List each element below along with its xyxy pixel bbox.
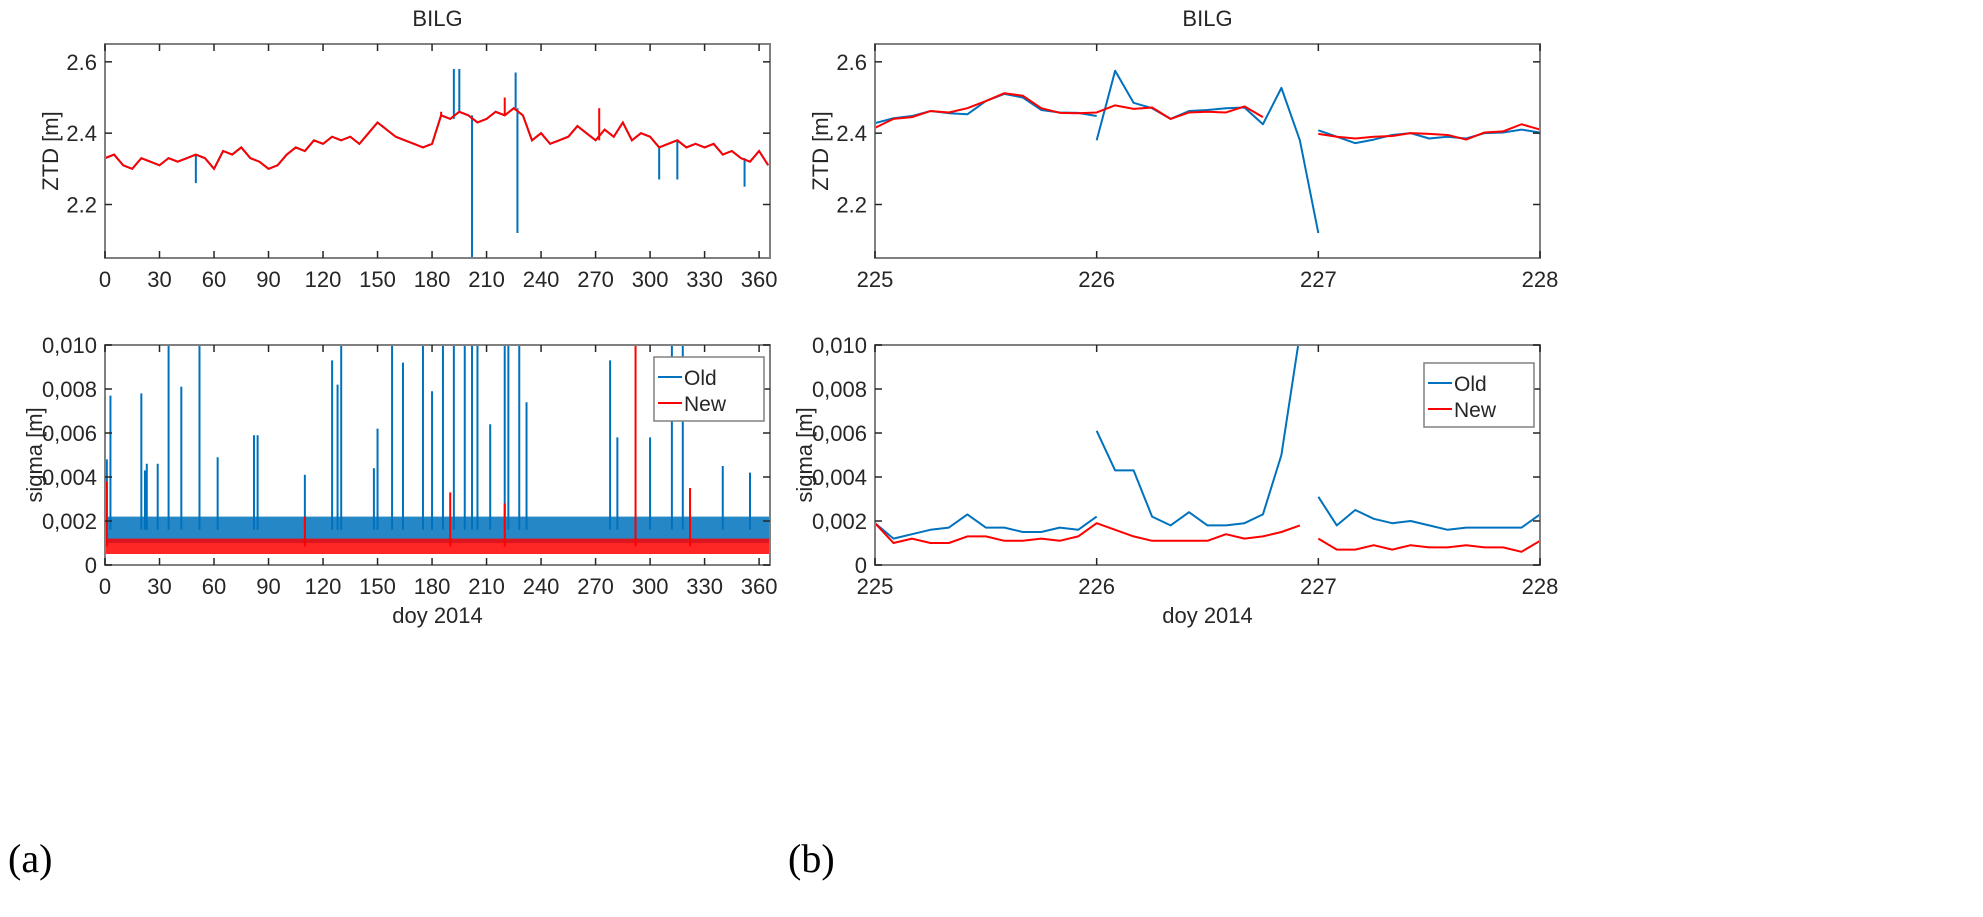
x-tick-label: 30 (147, 267, 171, 292)
x-tick-label: 0 (99, 267, 111, 292)
y-tick-label: 0,008 (42, 377, 97, 402)
chart-title: BILG (1182, 6, 1232, 31)
y-tick-label: 0,008 (812, 377, 867, 402)
x-tick-label: 240 (523, 267, 560, 292)
chart-b-top: 225 226 227 228 2.2 2.4 2.6 BILG ZTD [m] (808, 6, 1558, 292)
y-tick-label: 2.6 (836, 50, 867, 75)
x-tick-label: 210 (468, 267, 505, 292)
legend: Old New (1423, 362, 1535, 428)
series-new-line (875, 92, 1264, 129)
series-new-line (1318, 123, 1540, 141)
y-tick-label: 0,010 (812, 333, 867, 358)
x-tick-label: 180 (414, 574, 451, 599)
chart-title: BILG (412, 6, 462, 31)
x-tick-label: 270 (577, 574, 614, 599)
plot-area (875, 69, 1540, 234)
legend-label-new: New (1454, 399, 1497, 422)
y-tick-label: 2.4 (66, 121, 97, 146)
plot-area (105, 345, 770, 554)
x-tick-label: 360 (741, 574, 778, 599)
x-axis-label: doy 2014 (392, 603, 483, 628)
x-tick-label: 300 (632, 267, 669, 292)
y-axis-label: sigma [m] (22, 407, 47, 502)
legend-label-old: Old (1454, 373, 1487, 396)
panel-label-b: (b) (788, 836, 835, 881)
axes-box (874, 344, 1541, 566)
x-tick-label: 150 (359, 574, 396, 599)
y-axis-label: ZTD [m] (38, 111, 63, 190)
y-tick-label: 0,004 (812, 465, 867, 490)
x-tick-label: 60 (202, 574, 226, 599)
x-tick-label: 225 (857, 267, 894, 292)
chart-a-bottom: 0 30 60 90 120 150 180 210 240 270 300 330 360 0 0,002… (22, 333, 777, 628)
series-old-line (875, 513, 1098, 540)
panel-label-a: (a) (8, 836, 52, 881)
y-axis-label: sigma [m] (792, 407, 817, 502)
series-old-line (1318, 128, 1540, 145)
x-tick-label: 227 (1300, 267, 1337, 292)
x-axis-label: doy 2014 (1162, 603, 1253, 628)
x-tick-label: 225 (857, 574, 894, 599)
x-tick-label: 240 (523, 574, 560, 599)
series-old-line (875, 92, 1097, 125)
x-tick-label: 330 (686, 267, 723, 292)
chart-a-top: 0 30 60 90 120 150 180 210 240 270 300 330 360 2.2 2.4… (38, 6, 777, 292)
y-tick-label: 0,010 (42, 333, 97, 358)
y-tick-label: 0,006 (812, 421, 867, 446)
series-new-line (875, 522, 1301, 544)
y-tick-label: 2.6 (66, 50, 97, 75)
y-tick-label: 0 (855, 553, 867, 578)
series-new-line (105, 106, 770, 171)
x-tick-label: 228 (1522, 267, 1559, 292)
series-old-line (1095, 345, 1300, 527)
x-tick-label: 270 (577, 267, 614, 292)
series-old-line (1317, 496, 1540, 531)
x-tick-label: 30 (147, 574, 171, 599)
x-tick-label: 60 (202, 267, 226, 292)
x-tick-label: 300 (632, 574, 669, 599)
y-tick-label: 0,002 (812, 509, 867, 534)
y-tick-label: 2.2 (836, 193, 867, 218)
x-tick-label: 90 (256, 267, 280, 292)
x-tick-label: 180 (414, 267, 451, 292)
x-tick-label: 226 (1078, 267, 1115, 292)
x-tick-label: 227 (1300, 574, 1337, 599)
y-axis-label: ZTD [m] (808, 111, 833, 190)
axes-box (104, 344, 771, 566)
x-tick-label: 120 (305, 267, 342, 292)
y-tick-label: 2.2 (66, 193, 97, 218)
series-old-line (105, 106, 770, 171)
chart-b-bottom: 225 226 227 228 0 0,002 0,004 0,006 0,008 0,010 do… (792, 333, 1558, 628)
x-tick-label: 330 (686, 574, 723, 599)
legend-box (653, 356, 765, 422)
y-tick-label: 0,004 (42, 465, 97, 490)
plot-area (875, 345, 1540, 553)
x-tick-label: 210 (468, 574, 505, 599)
axes-box (104, 43, 771, 259)
x-tick-label: 120 (305, 574, 342, 599)
x-tick-label: 228 (1522, 574, 1559, 599)
x-tick-label: 360 (741, 267, 778, 292)
x-tick-label: 150 (359, 267, 396, 292)
y-tick-label: 0,002 (42, 509, 97, 534)
legend-label-old: Old (684, 367, 717, 390)
legend-label-new: New (684, 393, 727, 416)
y-tick-label: 0 (85, 553, 97, 578)
series-old-line (1095, 69, 1320, 234)
x-tick-label: 226 (1078, 574, 1115, 599)
y-tick-label: 0,006 (42, 421, 97, 446)
x-tick-label: 0 (99, 574, 111, 599)
series-new-line (1317, 537, 1540, 553)
legend: Old New (653, 356, 765, 422)
legend-box (1423, 362, 1535, 428)
series-new-band (105, 538, 770, 554)
plot-area (105, 68, 770, 258)
axes-box (874, 43, 1541, 259)
y-tick-label: 2.4 (836, 121, 867, 146)
x-tick-label: 90 (256, 574, 280, 599)
